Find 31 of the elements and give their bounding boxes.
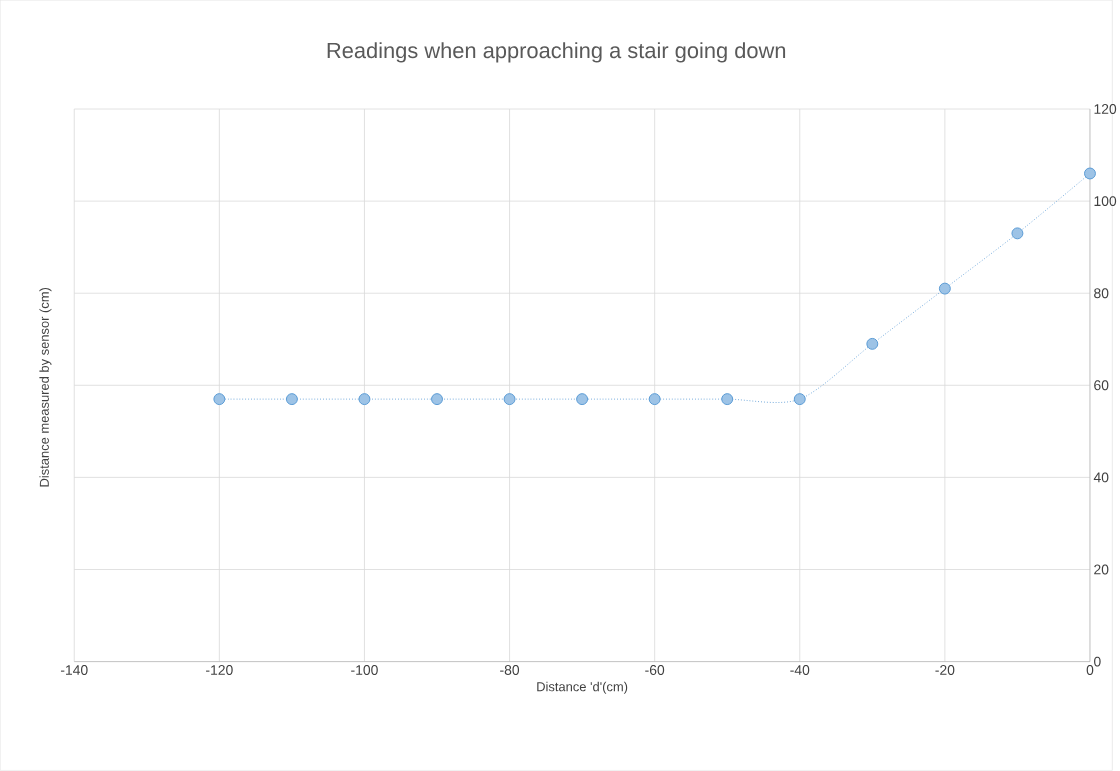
point xyxy=(503,393,516,406)
point xyxy=(1011,227,1024,240)
point xyxy=(648,393,661,406)
y-tick-label: 60 xyxy=(1094,380,1109,391)
y-tick-label: 100 xyxy=(1094,196,1117,207)
x-tick-label: -40 xyxy=(790,665,810,676)
x-axis-title: Distance 'd'(cm) xyxy=(537,681,628,695)
x-tick-label: -60 xyxy=(645,665,665,676)
y-tick-label: 80 xyxy=(1094,288,1109,299)
chart-title: Readings when approaching a stair going down xyxy=(327,42,786,63)
point xyxy=(431,393,443,406)
point xyxy=(358,393,371,406)
point xyxy=(721,393,734,406)
x-tick-label: -120 xyxy=(206,665,233,676)
x-tick-label: -100 xyxy=(351,665,378,676)
x-tick-label: 0 xyxy=(1086,665,1094,676)
y-axis-title: Distance measured by sensor (cm) xyxy=(39,288,52,487)
y-tick-label: 0 xyxy=(1094,656,1101,667)
point xyxy=(866,338,879,351)
x-tick-label: -140 xyxy=(60,665,88,676)
y-tick-label: 20 xyxy=(1094,564,1109,575)
y-tick-label: 120 xyxy=(1094,104,1117,115)
point xyxy=(213,393,226,406)
y-tick-label: 40 xyxy=(1093,472,1109,483)
x-tick-label: -20 xyxy=(935,665,955,676)
point xyxy=(938,282,951,295)
point xyxy=(285,393,298,406)
point xyxy=(576,393,589,406)
point xyxy=(793,393,806,406)
x-tick-label: -80 xyxy=(500,665,520,676)
point xyxy=(1084,167,1096,180)
